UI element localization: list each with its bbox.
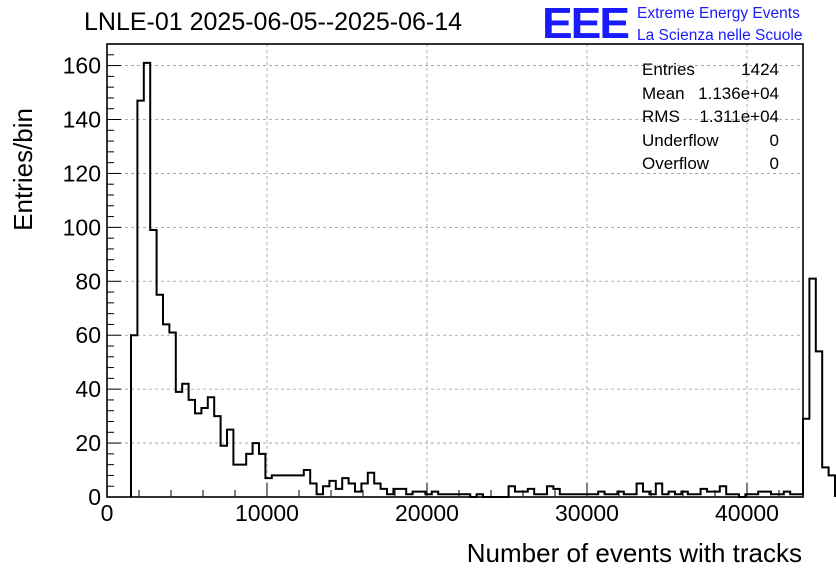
stat-row-rms: RMS 1.311e+04 [641, 107, 779, 131]
y-tick-label: 100 [63, 214, 101, 240]
x-tick-label: 10000 [235, 500, 299, 526]
stat-row-mean: Mean 1.136e+04 [641, 84, 779, 108]
stat-row-underflow: Underflow 0 [641, 131, 779, 155]
stat-label: Overflow [642, 154, 710, 174]
y-tick-label: 80 [75, 268, 101, 294]
stat-label: Mean [642, 83, 685, 103]
stat-label: Entries [642, 60, 695, 79]
y-tick-label: 0 [88, 484, 101, 510]
axes: 0 20 40 60 80 100 120 140 160 0 10000 20000 30000 400… [63, 43, 780, 526]
x-tick-label: 20000 [395, 500, 459, 526]
stats-box: Entries 1424 Mean 1.136e+04 RMS 1.311e+0… [641, 60, 779, 178]
stat-value: 1424 [741, 60, 779, 79]
stat-value: 0 [769, 130, 779, 150]
stat-value: 1.136e+04 [698, 83, 779, 103]
grid-lines [107, 44, 803, 497]
eee-logo-mark: EEE [542, 0, 630, 48]
y-axis-label: Entries/bin [8, 108, 38, 231]
y-tick-label: 120 [63, 160, 101, 186]
histogram-outline [130, 61, 836, 498]
stat-row-entries: Entries 1424 [641, 60, 779, 84]
x-tick-label: 40000 [715, 500, 779, 526]
logo-line-1: Extreme Energy Events [637, 5, 800, 22]
eee-logo: EEE Extreme Energy Events La Scienza nel… [542, 0, 836, 48]
x-tick-label: 30000 [555, 500, 619, 526]
stat-value: 0 [769, 154, 779, 174]
y-tick-label: 160 [63, 53, 101, 79]
y-tick-label: 40 [75, 376, 101, 402]
stat-row-overflow: Overflow 0 [641, 154, 779, 178]
y-tick-label: 60 [75, 322, 101, 348]
logo-line-2: La Scienza nelle Scuole [637, 27, 803, 44]
stat-label: Underflow [642, 130, 719, 150]
x-tick-label: 0 [101, 500, 114, 526]
stat-value: 1.311e+04 [699, 107, 779, 127]
x-axis-label: Number of events with tracks [466, 538, 802, 568]
y-tick-label: 20 [75, 430, 101, 456]
chart-title: LNLE-01 2025-06-05--2025-06-14 [84, 8, 463, 36]
stat-label: RMS [642, 107, 680, 127]
y-tick-label: 140 [63, 107, 101, 133]
